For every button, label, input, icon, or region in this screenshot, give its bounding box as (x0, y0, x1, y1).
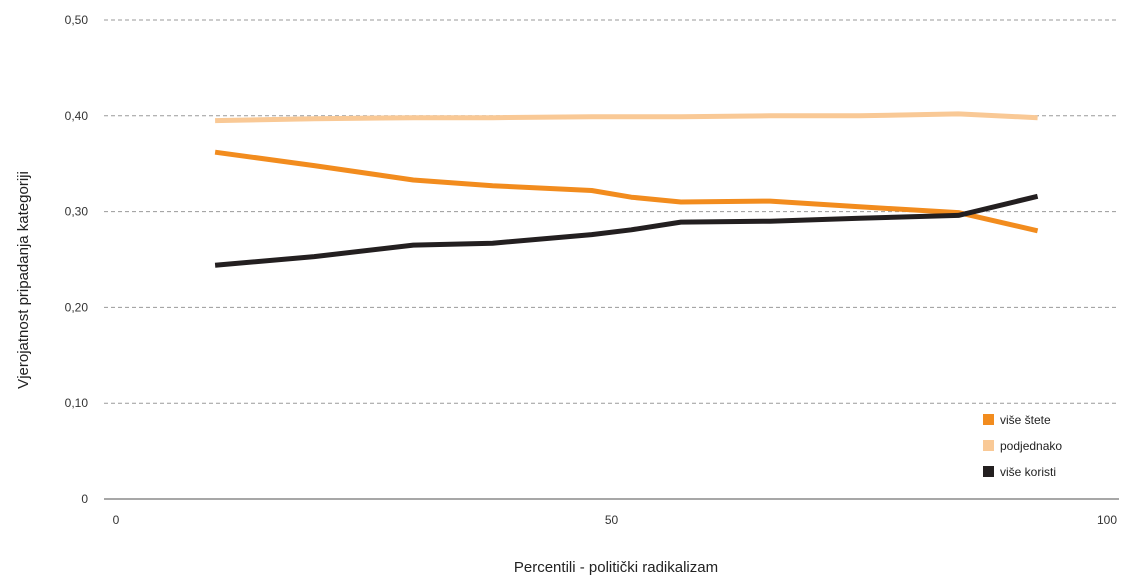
x-tick-label: 50 (605, 513, 619, 527)
y-tick-label: 0,40 (65, 109, 89, 123)
y-tick-label: 0,10 (65, 396, 89, 410)
series-lines (214, 111, 1039, 268)
series-line-3 (214, 193, 1039, 268)
y-tick-label: 0,30 (65, 205, 89, 219)
legend-label: podjednako (1000, 439, 1062, 453)
y-tick-label: 0 (81, 492, 88, 506)
x-axis-title: Percentili - politički radikalizam (514, 559, 718, 576)
legend: više štete podjednako više koristi (983, 413, 1062, 479)
series-line-1 (214, 149, 1039, 234)
axes: 0 0,10 0,20 0,30 0,40 0,50 0 50 100 (65, 13, 1119, 527)
legend-label: više koristi (1000, 465, 1056, 479)
y-tick-label: 0,20 (65, 300, 89, 314)
x-tick-label: 0 (113, 513, 120, 527)
legend-swatch (983, 440, 994, 451)
legend-swatch (983, 466, 994, 477)
legend-label: više štete (1000, 413, 1051, 427)
y-axis-title: Vjerojatnost pripadanja kategoriji (15, 171, 32, 389)
legend-swatch (983, 414, 994, 425)
y-tick-label: 0,50 (65, 13, 89, 27)
x-tick-label: 100 (1097, 513, 1117, 527)
series-line-2 (215, 111, 1038, 124)
